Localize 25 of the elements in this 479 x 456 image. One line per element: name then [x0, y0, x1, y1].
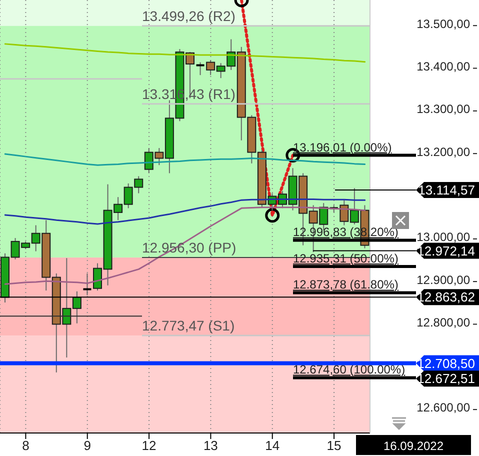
ref-line-label: 12.972,14	[417, 243, 475, 258]
ref-line-label: 12.863,62	[417, 290, 475, 305]
y-tick-label: 12.600,00	[416, 400, 470, 415]
x-tick-label: 13	[203, 438, 218, 454]
y-tick-label: 13.000,00	[416, 230, 470, 244]
text: 16.09.2022	[383, 439, 444, 453]
x-tick-label: 15	[326, 438, 342, 454]
ref-line-label: 13.499,26 (R2)	[142, 8, 236, 24]
ref-line-label: 13.114,57	[418, 182, 475, 198]
y-tick-label: 13.200,00	[416, 144, 470, 159]
x-tick-label: 8	[22, 438, 30, 454]
y-tick-label: 13.400,00	[416, 59, 470, 74]
x-tick-label: 9	[84, 438, 91, 454]
ref-line-label: 12.873,78 (61.80%)	[293, 278, 398, 292]
ref-line-label: 13.196,01 (0.00%)	[293, 140, 392, 154]
ref-line-label: 12.773,47 (S1)	[142, 318, 235, 334]
y-tick-label: 13.500,00	[416, 16, 470, 31]
y-tick-label: 12.900,00	[416, 272, 470, 287]
ref-line-label: 12.674,60 (100.00%)	[293, 362, 406, 377]
y-tick-label: 12.800,00	[416, 315, 470, 330]
y-tick-label: 13.300,00	[416, 102, 470, 116]
x-tick-label: 12	[142, 438, 156, 454]
ref-line-label: 12.708,50	[417, 356, 475, 371]
x-tick-label: 14	[265, 438, 280, 454]
ref-line-label: 12.672,51	[417, 371, 475, 386]
